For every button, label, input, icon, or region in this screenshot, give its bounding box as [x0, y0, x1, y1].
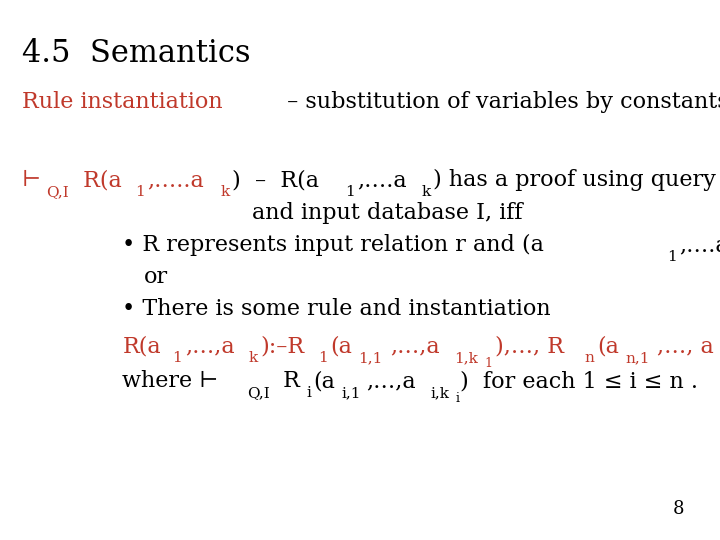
Text: ,…,a: ,…,a	[390, 335, 440, 357]
Text: k: k	[249, 351, 258, 365]
Text: ,….a: ,….a	[357, 170, 407, 191]
Text: or: or	[144, 266, 168, 288]
Text: 1: 1	[667, 250, 677, 264]
Text: n,1: n,1	[625, 351, 649, 365]
Text: Q,I: Q,I	[46, 185, 69, 199]
Text: n: n	[584, 351, 594, 365]
Text: R(a: R(a	[76, 170, 122, 191]
Text: ,…,a: ,…,a	[185, 335, 235, 357]
Text: Rule instantiation: Rule instantiation	[22, 91, 222, 113]
Text: ) has a proof using query Q: ) has a proof using query Q	[433, 169, 720, 191]
Text: 1: 1	[345, 185, 354, 199]
Text: R(a: R(a	[122, 335, 161, 357]
Text: i,k: i,k	[431, 386, 449, 400]
Text: 1: 1	[135, 185, 145, 199]
Text: Q,I: Q,I	[247, 386, 269, 400]
Text: – substitution of variables by constants: – substitution of variables by constants	[281, 91, 720, 113]
Text: • R represents input relation r and (a: • R represents input relation r and (a	[122, 234, 544, 256]
Text: ),…, R: ),…, R	[495, 335, 564, 357]
Text: ):–R: ):–R	[261, 335, 305, 357]
Text: )  –  R(a: ) – R(a	[233, 170, 320, 191]
Text: ⊢: ⊢	[22, 170, 41, 191]
Text: 8: 8	[672, 501, 684, 518]
Text: 1: 1	[485, 357, 492, 370]
Text: 1,1: 1,1	[359, 351, 383, 365]
Text: • There is some rule and instantiation: • There is some rule and instantiation	[122, 299, 551, 320]
Text: (a: (a	[330, 335, 352, 357]
Text: )  for each 1 ≤ i ≤ n .: ) for each 1 ≤ i ≤ n .	[460, 370, 698, 392]
Text: R: R	[276, 370, 300, 392]
Text: i: i	[307, 386, 312, 400]
Text: k: k	[220, 185, 230, 199]
Text: ,…,a: ,…,a	[366, 370, 416, 392]
Text: where ⊢: where ⊢	[122, 370, 219, 392]
Text: and input database I, iff: and input database I, iff	[252, 202, 523, 224]
Text: (a: (a	[597, 335, 618, 357]
Text: 1: 1	[318, 351, 328, 365]
Text: ,…, a: ,…, a	[657, 335, 714, 357]
Text: i,1: i,1	[341, 386, 361, 400]
Text: ,….a: ,….a	[680, 234, 720, 256]
Text: ,…..a: ,…..a	[148, 170, 204, 191]
Text: 4.5  Semantics: 4.5 Semantics	[22, 38, 251, 69]
Text: (a: (a	[313, 370, 335, 392]
Text: 1: 1	[172, 351, 182, 365]
Text: 1,k: 1,k	[454, 351, 478, 365]
Text: k: k	[421, 185, 431, 199]
Text: i: i	[455, 392, 459, 406]
